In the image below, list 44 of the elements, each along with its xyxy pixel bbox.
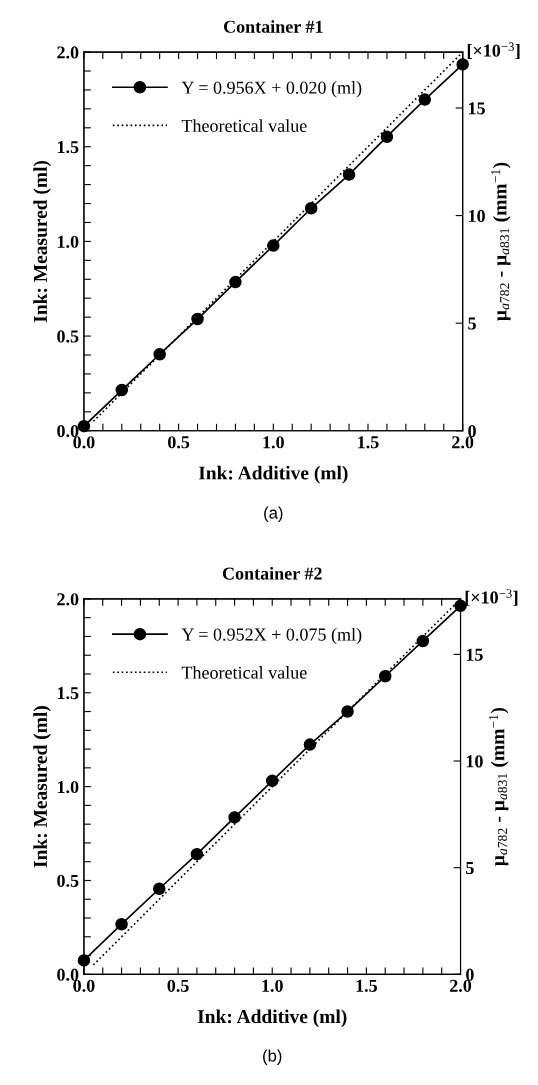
x-tick-label: 1.0 (262, 979, 283, 992)
legend-label: Theoretical value (181, 666, 307, 679)
y-tick-label: 2.0 (57, 46, 79, 59)
y-axis-title: Ink: Measured (ml) (33, 160, 51, 323)
text: (a) (264, 506, 283, 523)
x-tick-label: 0.5 (168, 436, 190, 449)
y-tick-label: 1.0 (57, 780, 79, 794)
y-tick-label: 0.0 (57, 425, 79, 438)
y2-tick-label: 5 (466, 862, 474, 875)
y2-tick-label: 15 (466, 648, 483, 661)
y-tick-label: 1.5 (57, 687, 79, 700)
text: (b) (263, 1049, 282, 1065)
x-tick-label: 0.0 (73, 979, 95, 992)
y2-tick-label: 0 (468, 425, 476, 438)
y2-tick-label: 15 (468, 102, 485, 115)
chart-title: Container #2 (222, 566, 322, 580)
chart-title: Container #1 (223, 20, 323, 33)
x-axis-title: Ink: Additive (ml) (198, 465, 348, 484)
y-tick-label: 1.0 (57, 235, 79, 248)
x-tick-label: 2.0 (450, 979, 472, 992)
x-tick-label: 1.5 (358, 436, 379, 449)
y-tick-label: 1.5 (57, 141, 79, 154)
legend-label: Y = 0.952X + 0.075 (ml) (181, 627, 362, 645)
x-tick-label: 1.0 (263, 436, 284, 449)
y-tick-label: 0.0 (57, 968, 79, 981)
x-tick-label: 0.0 (73, 436, 95, 449)
text: [×10$^{−3}$] (467, 42, 520, 59)
text: [×10$^{−3}$] (465, 589, 518, 606)
y2-axis-title: μ$_{a782}$ - μ$_{a831}$ (mm$^{−1}$) (491, 162, 511, 321)
y2-tick-label: 10 (468, 209, 485, 223)
x-axis-title: Ink: Additive (ml) (197, 1009, 347, 1028)
legend-label: Y = 0.956X + 0.020 (ml) (181, 81, 362, 98)
y-tick-label: 2.0 (57, 593, 79, 606)
y2-tick-label: 5 (468, 317, 476, 330)
y-tick-label: 0.5 (57, 874, 79, 887)
y2-tick-label: 10 (466, 755, 483, 768)
y-tick-label: 0.5 (57, 330, 79, 343)
y2-axis-title: μ$_{a782}$ - μ$_{a831}$ (mm$^{−1}$) (489, 707, 509, 866)
x-tick-label: 1.5 (356, 979, 377, 992)
y-axis-title: Ink: Measured (ml) (33, 706, 51, 868)
legend-label: Theoretical value (181, 119, 307, 132)
x-tick-label: 2.0 (452, 436, 474, 449)
y2-tick-label: 0 (466, 968, 474, 981)
x-tick-label: 0.5 (167, 979, 189, 992)
